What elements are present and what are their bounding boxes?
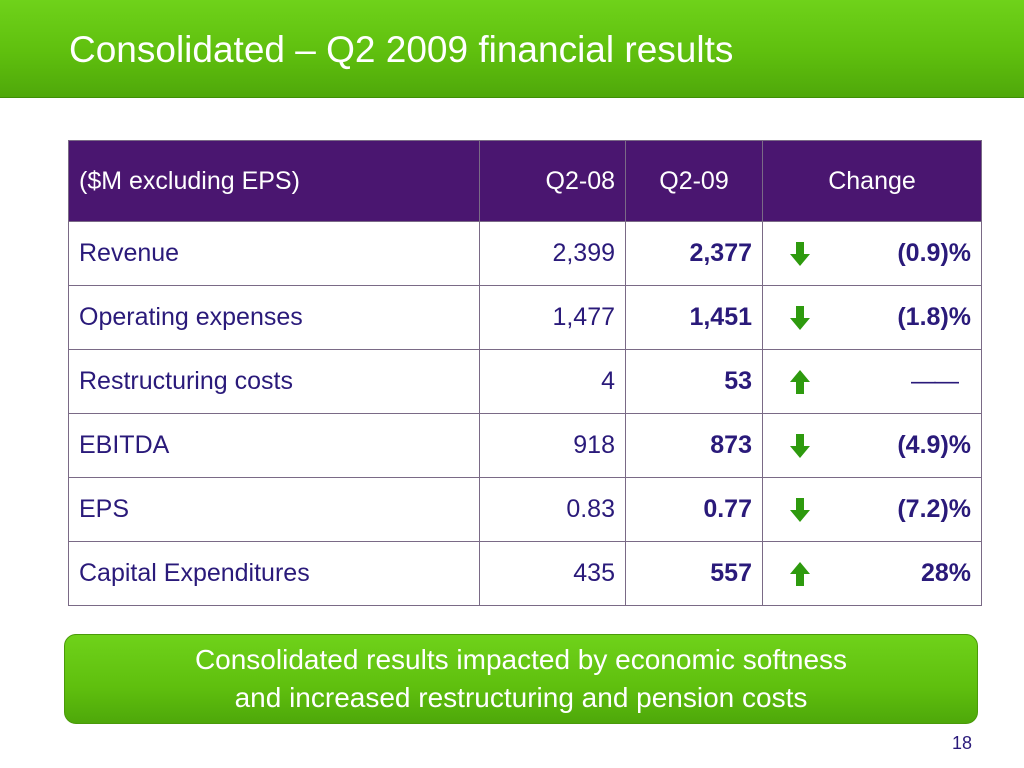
row-q209-value: 1,451 [625, 285, 763, 350]
header-q208: Q2-08 [479, 140, 626, 222]
row-q209-value: 2,377 [625, 221, 763, 286]
row-label: EBITDA [68, 413, 480, 478]
row-q209-value: 0.77 [625, 477, 763, 542]
row-q209-value: 53 [625, 349, 763, 414]
row-q208-value: 1,477 [479, 285, 626, 350]
callout-line-1: Consolidated results impacted by economi… [194, 644, 848, 675]
table-row: Revenue 2,399 2,377 (0.9)% [68, 221, 982, 286]
row-q209-value: 557 [625, 541, 763, 606]
summary-callout: Consolidated results impacted by economi… [64, 634, 978, 724]
row-change-cell: (4.9)% [762, 413, 982, 478]
row-label: Restructuring costs [68, 349, 480, 414]
row-q209-value: 873 [625, 413, 763, 478]
financial-results-table: ($M excluding EPS) Q2-08 Q2-09 Change Re… [68, 140, 982, 606]
row-label: Operating expenses [68, 285, 480, 350]
arrow-down-icon [787, 432, 813, 460]
header-change: Change [762, 140, 982, 222]
table-row: EPS 0.83 0.77 (7.2)% [68, 477, 982, 542]
row-label: EPS [68, 477, 480, 542]
table-row: Restructuring costs 4 53 —— [68, 349, 982, 414]
row-change-value: (1.8)% [897, 303, 971, 331]
row-q208-value: 435 [479, 541, 626, 606]
page-number: 18 [951, 733, 972, 753]
table-header-row: ($M excluding EPS) Q2-08 Q2-09 Change [68, 140, 982, 222]
row-change-cell: (7.2)% [762, 477, 982, 542]
callout-line-2: and increased restructuring and pension … [234, 682, 808, 713]
title-bar: Consolidated – Q2 2009 financial results [0, 0, 1024, 98]
arrow-up-icon [787, 560, 813, 588]
row-change-value: 28% [920, 559, 971, 587]
row-q208-value: 2,399 [479, 221, 626, 286]
row-change-cell: (0.9)% [762, 221, 982, 286]
row-label: Capital Expenditures [68, 541, 480, 606]
arrow-up-icon [787, 368, 813, 396]
header-q209: Q2-09 [625, 140, 763, 222]
row-change-value: (0.9)% [897, 239, 971, 267]
row-label: Revenue [68, 221, 480, 286]
arrow-down-icon [787, 240, 813, 268]
row-q208-value: 0.83 [479, 477, 626, 542]
row-q208-value: 4 [479, 349, 626, 414]
row-change-value: (4.9)% [897, 431, 971, 459]
table-row: Capital Expenditures 435 557 28% [68, 541, 982, 606]
row-change-cell: (1.8)% [762, 285, 982, 350]
slide-title: Consolidated – Q2 2009 financial results [69, 29, 734, 70]
arrow-down-icon [787, 496, 813, 524]
row-change-cell: 28% [762, 541, 982, 606]
row-change-cell: —— [762, 349, 982, 414]
row-change-value: —— [911, 367, 959, 395]
row-q208-value: 918 [479, 413, 626, 478]
table-row: Operating expenses 1,477 1,451 (1.8)% [68, 285, 982, 350]
header-label: ($M excluding EPS) [68, 140, 480, 222]
table-row: EBITDA 918 873 (4.9)% [68, 413, 982, 478]
arrow-down-icon [787, 304, 813, 332]
row-change-value: (7.2)% [897, 495, 971, 523]
